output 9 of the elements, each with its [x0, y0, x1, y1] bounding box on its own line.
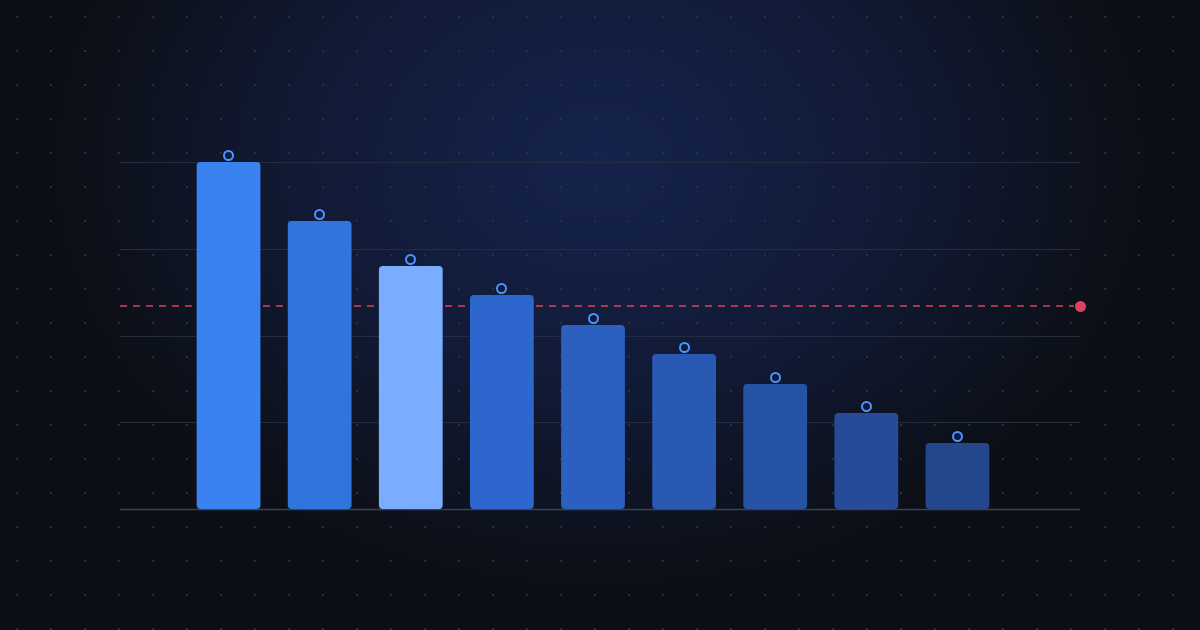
- bar: [561, 325, 625, 509]
- bar: [834, 412, 899, 509]
- bar: [378, 266, 443, 509]
- bar: [287, 220, 352, 509]
- bar: [652, 353, 716, 509]
- bar: [925, 443, 990, 509]
- bar: [196, 162, 261, 509]
- bar: [743, 384, 808, 509]
- bar: [470, 294, 534, 509]
